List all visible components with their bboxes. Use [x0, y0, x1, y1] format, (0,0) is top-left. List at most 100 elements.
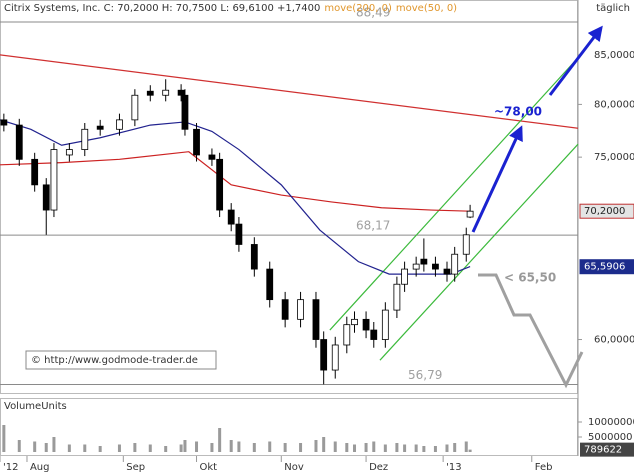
candle-body — [462, 234, 470, 255]
volume-bar — [164, 446, 168, 452]
indicator-label: move(50, 0) — [396, 3, 457, 14]
target-label: ~78,00 — [494, 105, 542, 119]
volume-tag-label: 789622 — [584, 445, 622, 456]
copyright: © http://www.godmode-trader.de — [31, 355, 198, 366]
plot-frame — [0, 0, 578, 394]
volume-bar — [353, 444, 357, 452]
candle-body — [281, 299, 289, 320]
candle-body — [343, 324, 351, 346]
volume-bar — [2, 425, 6, 452]
volume-frame — [0, 398, 578, 456]
volume-bar — [133, 443, 137, 452]
volume-bar — [468, 449, 472, 452]
price-tag-label: 65,5906 — [584, 262, 625, 273]
candle-body — [451, 253, 459, 275]
volume-bar — [414, 444, 418, 452]
volume-tag — [580, 442, 634, 457]
candle-body — [81, 128, 89, 150]
volume-bar — [252, 443, 256, 452]
x-tick-label: Nov — [284, 462, 304, 473]
volume-bar — [422, 446, 426, 452]
arrow — [548, 25, 603, 96]
candle-body — [297, 299, 304, 320]
price-tag — [579, 259, 634, 275]
volume-bar — [67, 444, 71, 452]
arrow — [471, 125, 523, 233]
candle-body — [466, 210, 474, 218]
candle-body — [216, 158, 224, 211]
candle-body — [208, 154, 216, 160]
volume-bar — [395, 443, 399, 452]
candle-body — [177, 89, 185, 96]
volume-bar — [183, 440, 187, 452]
x-tick-label: Aug — [30, 462, 50, 473]
volume-bar — [98, 446, 102, 452]
candle-body — [65, 149, 73, 156]
volume-bar — [268, 441, 272, 452]
moving-average — [0, 119, 471, 275]
candle-body — [15, 124, 23, 160]
volume-bar — [117, 444, 121, 452]
trendline — [0, 54, 579, 129]
candle-body — [362, 318, 370, 331]
volume-bar — [17, 440, 21, 452]
candle-body — [116, 119, 123, 130]
moving-average — [0, 151, 471, 212]
level-label: 56,79 — [408, 368, 442, 382]
volume-bar — [464, 441, 468, 452]
copyright-box — [25, 350, 217, 370]
x-tick-label: Feb — [535, 462, 553, 473]
candle-body — [443, 268, 451, 275]
trendline — [379, 143, 579, 361]
volume-bar — [433, 446, 437, 452]
volume-bar — [453, 443, 457, 452]
volume-tick-label: 5000000 — [588, 432, 633, 443]
candle-body — [193, 128, 200, 156]
volume-bar — [83, 444, 87, 452]
volume-label: VolumeUnits — [4, 401, 67, 412]
volume-bar — [383, 444, 387, 452]
candle-body — [31, 158, 39, 186]
candle-body — [432, 263, 439, 270]
volume-bar — [44, 443, 48, 452]
x-tick-label: Sep — [126, 462, 145, 473]
price-tag — [579, 203, 634, 219]
support-label: < 65,50 — [504, 271, 556, 285]
volume-bar — [299, 443, 303, 452]
header: Citrix Systems, Inc. C: 70,2000 H: 70,75… — [4, 3, 457, 14]
candle-body — [266, 268, 274, 301]
y-tick-label: 75,0000 — [594, 152, 634, 163]
candle-body — [312, 299, 320, 340]
volume-bar — [314, 440, 318, 452]
x-tick-label: Okt — [200, 462, 218, 473]
candle-body — [146, 90, 154, 96]
candle-body — [393, 283, 401, 311]
candle-body — [0, 119, 8, 126]
y-tick-label: 60,0000 — [594, 335, 634, 346]
volume-bar — [364, 443, 368, 452]
volume-bar — [445, 444, 449, 452]
candle-body — [235, 223, 243, 245]
price-tag-label: 70,2000 — [584, 206, 625, 217]
x-tick-label: '12 — [3, 462, 18, 473]
volume-bar — [210, 443, 214, 452]
indicator-label: move(200, 0) — [324, 3, 392, 14]
candle-body — [162, 89, 170, 96]
level-label: 68,17 — [356, 219, 390, 233]
volume-bar — [283, 443, 287, 452]
volume-tick-label: 10000000 — [588, 417, 634, 428]
volume-bar — [218, 428, 222, 452]
x-tick-label: Dez — [369, 462, 388, 473]
candle-body — [351, 318, 358, 326]
y-tick-label: 85,0000 — [594, 50, 634, 61]
volume-bar — [403, 444, 407, 452]
candle-body — [96, 125, 104, 130]
x-tick-label: '13 — [446, 462, 461, 473]
volume-bar — [229, 440, 233, 452]
candle-body — [42, 184, 50, 211]
candle-body — [50, 149, 58, 211]
trendline — [329, 57, 579, 331]
volume-bar — [148, 444, 152, 452]
candle-body — [227, 209, 235, 225]
